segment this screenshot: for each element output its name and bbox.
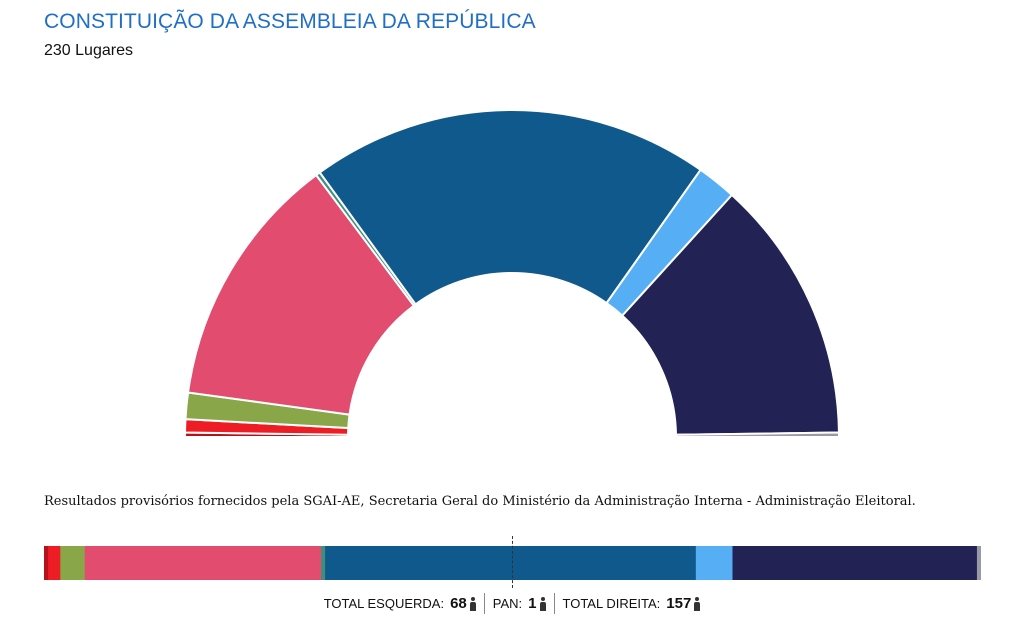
bar-segment <box>44 546 49 580</box>
total-pan-label: PAN: <box>492 596 523 611</box>
bar-segment <box>60 546 86 580</box>
total-left-label: TOTAL ESQUERDA: <box>323 596 445 611</box>
bar-segment <box>732 546 978 580</box>
hemicycle-segment <box>186 173 416 416</box>
hemicycle-segment <box>620 193 840 436</box>
bar-segment <box>695 546 733 580</box>
person-icon <box>539 596 546 611</box>
seat-bar-chart <box>44 546 981 580</box>
totals-row: TOTAL ESQUERDA: 68 PAN: 1 TOTAL DIREITA:… <box>0 593 1024 614</box>
hemicycle-chart <box>183 109 841 438</box>
total-right-label: TOTAL DIREITA: <box>562 596 661 611</box>
chart-title: CONSTITUIÇÃO DA ASSEMBLEIA DA REPÚBLICA <box>44 10 536 33</box>
bar-segment <box>48 546 61 580</box>
bar-segment <box>976 546 981 580</box>
total-right-value: 157 <box>666 595 692 612</box>
person-icon <box>694 596 701 611</box>
total-pan: PAN: 1 <box>483 593 554 614</box>
hemicycle-segment <box>318 109 702 306</box>
majority-line <box>512 536 513 588</box>
chart-subtitle: 230 Lugares <box>44 42 133 59</box>
person-icon <box>469 596 476 611</box>
bar-segment <box>325 546 697 580</box>
bar-segment <box>84 546 322 580</box>
hemicycle-segment <box>674 431 841 438</box>
total-right: TOTAL DIREITA: 157 <box>553 593 709 614</box>
total-pan-value: 1 <box>528 595 537 612</box>
source-note: Resultados provisórios fornecidos pela S… <box>44 494 916 509</box>
total-left: TOTAL ESQUERDA: 68 <box>316 593 484 614</box>
total-left-value: 68 <box>450 595 467 612</box>
bar-segment <box>321 546 326 580</box>
